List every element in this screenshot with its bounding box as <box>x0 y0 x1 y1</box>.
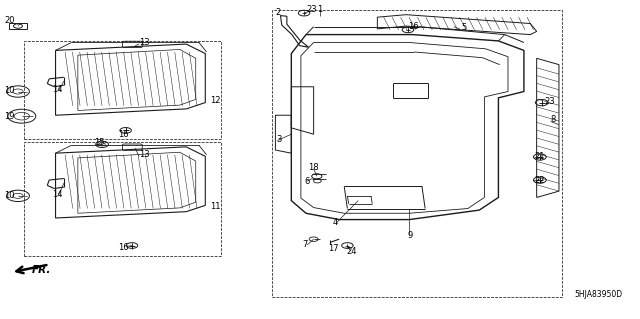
Text: 1: 1 <box>317 5 322 14</box>
Text: 16: 16 <box>118 243 129 252</box>
Text: 11: 11 <box>210 202 220 211</box>
Text: 13: 13 <box>139 38 150 47</box>
Text: 17: 17 <box>328 243 339 253</box>
Text: 22: 22 <box>534 175 545 185</box>
Text: 23: 23 <box>544 97 555 107</box>
Text: 16: 16 <box>408 22 419 31</box>
Text: 12: 12 <box>210 97 220 106</box>
Text: 10: 10 <box>4 191 15 200</box>
Text: 10: 10 <box>4 86 15 95</box>
Bar <box>9 23 27 29</box>
Text: 8: 8 <box>550 115 556 124</box>
Text: 13: 13 <box>139 150 150 159</box>
Text: 21: 21 <box>534 152 545 161</box>
Text: 20: 20 <box>4 17 15 26</box>
Text: 9: 9 <box>408 231 413 240</box>
Text: 23: 23 <box>306 5 317 14</box>
Text: 14: 14 <box>52 85 63 94</box>
Text: 4: 4 <box>333 218 338 227</box>
Text: 3: 3 <box>276 135 282 144</box>
Text: 14: 14 <box>52 190 63 199</box>
Text: 2: 2 <box>275 8 281 17</box>
Text: 19: 19 <box>4 112 15 121</box>
Text: 5: 5 <box>461 24 467 33</box>
Text: 6: 6 <box>304 176 310 186</box>
Text: 18: 18 <box>308 163 319 172</box>
Text: 24: 24 <box>347 247 357 256</box>
Text: FR.: FR. <box>32 265 51 275</box>
Text: 15: 15 <box>94 137 104 147</box>
Text: 5HJA83950D: 5HJA83950D <box>575 290 623 299</box>
Text: 16: 16 <box>118 130 129 139</box>
Text: 7: 7 <box>302 240 308 249</box>
